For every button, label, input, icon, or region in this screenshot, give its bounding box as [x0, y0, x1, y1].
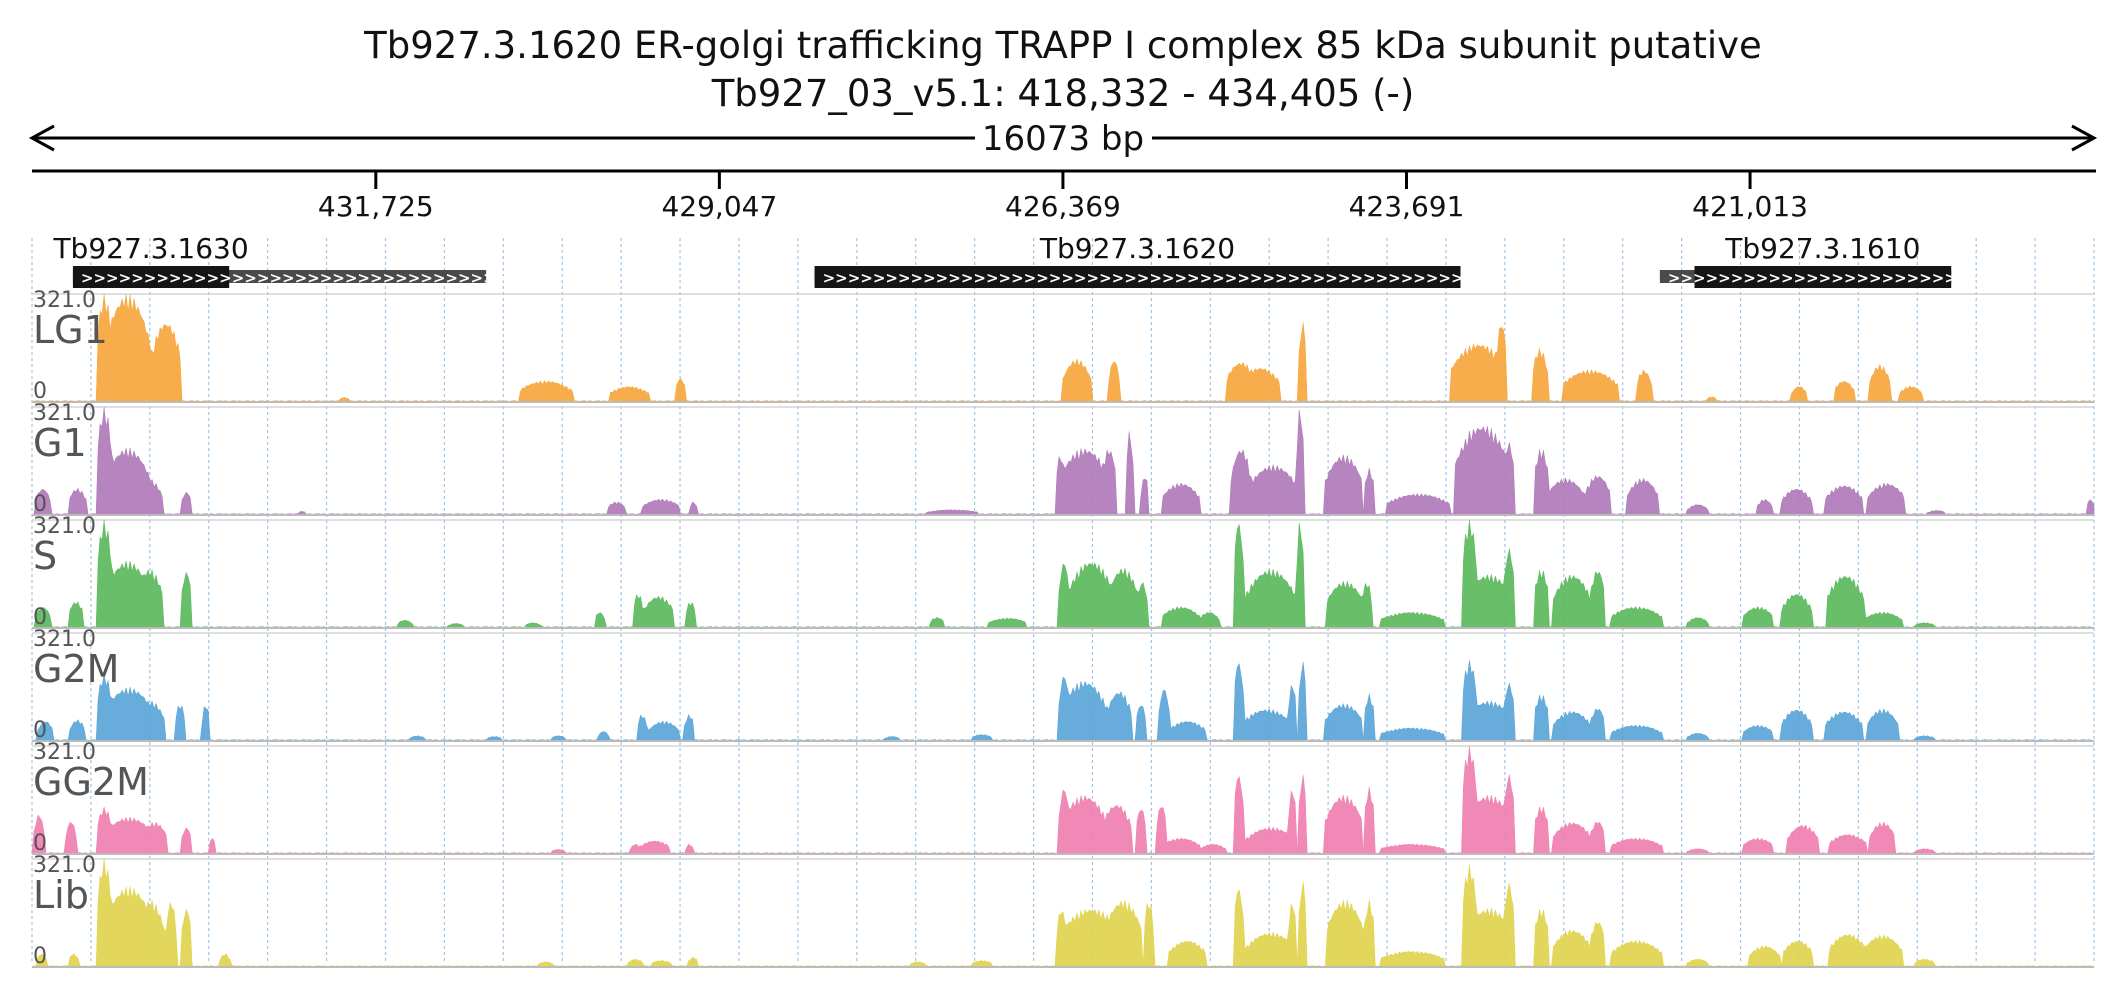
coverage-tracks: 321.00LG1321.00G1321.00S321.00G2M321.00G… [31, 288, 2095, 969]
track-ymin-label: 0 [33, 718, 47, 743]
coverage-area-G1 [31, 407, 2095, 516]
span-arrow: 16073 bp [28, 119, 2098, 159]
ruler-tick-label: 426,369 [1005, 190, 1121, 223]
track-LG1: 321.0 0 LG1 [31, 288, 2095, 404]
track-name-label: Lib [33, 873, 89, 917]
gene-label: Tb927.3.1620 [1039, 232, 1235, 265]
track-name-label: G2M [33, 647, 119, 691]
gene-label: Tb927.3.1630 [52, 232, 248, 265]
gene-cds-Tb927.3.1610[interactable] [1694, 266, 1952, 288]
track-ymax-label: 321.0 [33, 853, 96, 878]
track-name-label: GG2M [33, 760, 149, 804]
span-length-label: 16073 bp [982, 119, 1144, 159]
ruler-tick-label: 421,013 [1692, 190, 1808, 223]
track-Lib: 321.0 0 Lib [31, 853, 2095, 969]
gene-cds-Tb927.3.1630[interactable] [72, 266, 230, 288]
track-ymin-label: 0 [33, 379, 47, 404]
track-ymax-label: 321.0 [33, 288, 96, 313]
track-ymin-label: 0 [33, 605, 47, 630]
gene-track: >>>>>>>>>>>>>>>>>>>>>>>>>>>>>>>>>> Tb927.… [52, 232, 1957, 288]
track-S: 321.0 0 S [31, 514, 2095, 630]
gene-cds-Tb927.3.1620[interactable] [814, 266, 1461, 288]
track-name-label: LG1 [33, 308, 108, 352]
coverage-area-G2M [31, 660, 2095, 742]
span-arrow-right-head [2071, 124, 2098, 152]
ruler-ticks: 431,725 429,047 426,369 423,691 421,013 [318, 171, 1808, 223]
track-ymax-label: 321.0 [33, 627, 96, 652]
gene-label: Tb927.3.1610 [1724, 232, 1920, 265]
track-ymax-label: 321.0 [33, 401, 96, 426]
ruler-tick-label: 429,047 [661, 190, 777, 223]
track-GG2M: 321.0 0 GG2M [31, 740, 2095, 856]
track-ymax-label: 321.0 [33, 740, 96, 765]
track-name-label: G1 [33, 421, 87, 465]
coverage-area-LG1 [31, 294, 2095, 403]
track-name-label: S [33, 534, 57, 578]
track-ymin-label: 0 [33, 944, 47, 969]
coverage-area-Lib [31, 859, 2095, 968]
ruler-tick-label: 431,725 [318, 190, 434, 223]
span-arrow-left-head [28, 124, 55, 152]
ruler-tick-label: 423,691 [1349, 190, 1465, 223]
gene-strand-arrows: >>>>>>>>>>>>>>>>>>>>>>>>>>>>>>>>>>>>>>>>… [823, 269, 1489, 287]
track-G1: 321.0 0 G1 [31, 401, 2095, 517]
gene-strand-arrows: >>>>>>>>>>>>>>>>>>>>>>> [1668, 269, 1957, 287]
gene-strand-arrows: >>>>>>>>>>>>>>>>>>>>>>>>>>>>>>>>>> [81, 269, 508, 287]
track-G2M: 321.0 0 G2M [31, 627, 2095, 743]
track-ymin-label: 0 [33, 831, 47, 856]
coverage-area-S [31, 520, 2095, 629]
chart-title: Tb927.3.1620 ER-golgi trafficking TRAPP … [363, 24, 1762, 67]
chart-subtitle: Tb927_03_v5.1: 418,332 - 434,405 (-) [711, 72, 1415, 115]
track-ymax-label: 321.0 [33, 514, 96, 539]
track-ymin-label: 0 [33, 492, 47, 517]
coverage-area-GG2M [31, 746, 2095, 855]
